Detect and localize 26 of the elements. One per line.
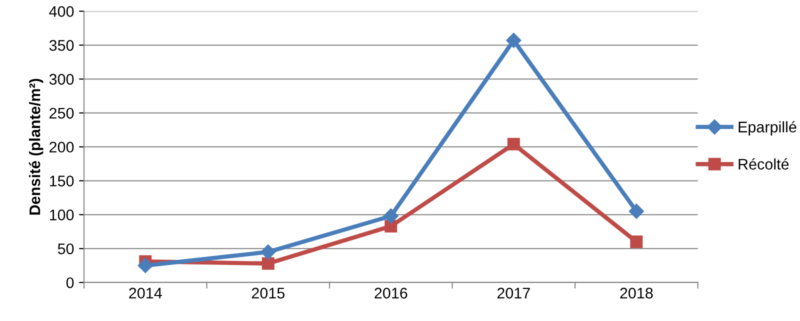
y-tick-label: 0 xyxy=(66,277,74,288)
point xyxy=(630,236,643,248)
y-tick-label: 150 xyxy=(50,176,74,186)
y-tick-label: 50 xyxy=(58,243,74,254)
point xyxy=(384,220,398,232)
y-tick-label: 300 xyxy=(49,74,74,85)
y-tick-label: 350 xyxy=(49,40,74,51)
y-tick-label: 250 xyxy=(50,108,74,119)
point xyxy=(383,208,398,224)
point xyxy=(138,258,153,274)
y-tick-label: 400 xyxy=(49,6,74,17)
point xyxy=(262,257,274,270)
x-tick-label: 2017 xyxy=(497,288,530,299)
y-tick-label: 200 xyxy=(50,142,74,153)
point xyxy=(507,138,520,150)
legend-label: Eparpillé xyxy=(738,121,796,136)
x-tick-label: 2014 xyxy=(129,288,162,299)
x-tick-label: 2018 xyxy=(620,288,653,299)
x-tick-label: 2016 xyxy=(374,288,408,299)
y-axis-title: Densité (plante/m²) xyxy=(28,78,44,215)
point xyxy=(628,204,644,219)
y-tick-label: 100 xyxy=(50,210,74,220)
point xyxy=(260,244,276,260)
point xyxy=(506,32,522,48)
x-tick-label: 2015 xyxy=(252,288,284,299)
legend-label: Récolté xyxy=(738,158,789,170)
